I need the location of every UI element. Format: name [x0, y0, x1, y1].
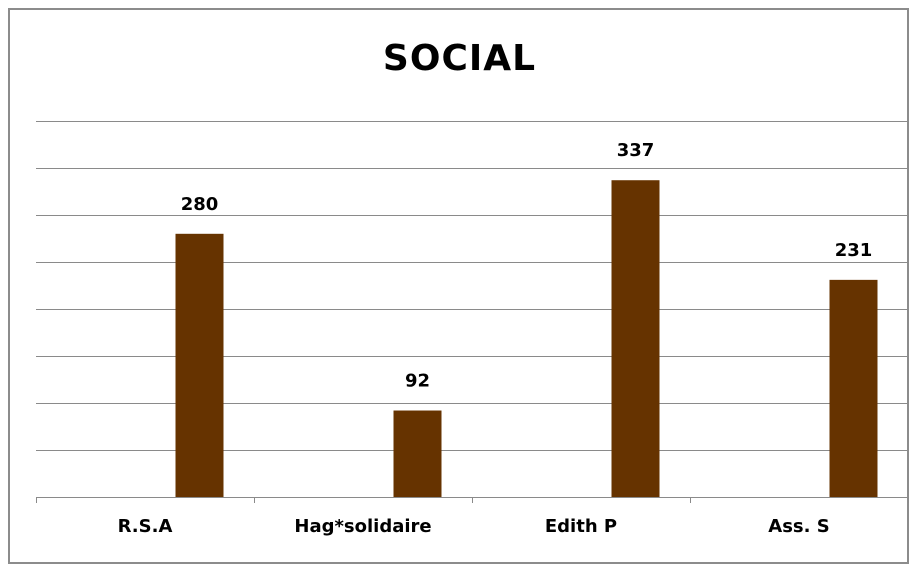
chart-title: SOCIAL	[382, 38, 537, 79]
x-axis	[36, 497, 909, 503]
data-labels: 280 92 337 231	[181, 140, 873, 391]
data-label: 280	[181, 194, 219, 215]
category-labels: R.S.A Hag*solidaire Edith P Ass. S	[118, 516, 830, 537]
data-label: 231	[835, 240, 873, 261]
bars	[175, 180, 878, 498]
gridlines	[36, 121, 908, 451]
bar	[829, 279, 878, 497]
category-label: Ass. S	[768, 516, 829, 537]
category-label: R.S.A	[118, 516, 173, 537]
bar	[175, 233, 224, 498]
data-label: 337	[617, 140, 655, 161]
data-label: 92	[405, 371, 430, 392]
bar	[611, 180, 660, 497]
category-label: Hag*solidaire	[294, 516, 431, 537]
chart-frame	[8, 8, 909, 564]
category-label: Edith P	[545, 516, 617, 537]
bar	[393, 410, 442, 497]
